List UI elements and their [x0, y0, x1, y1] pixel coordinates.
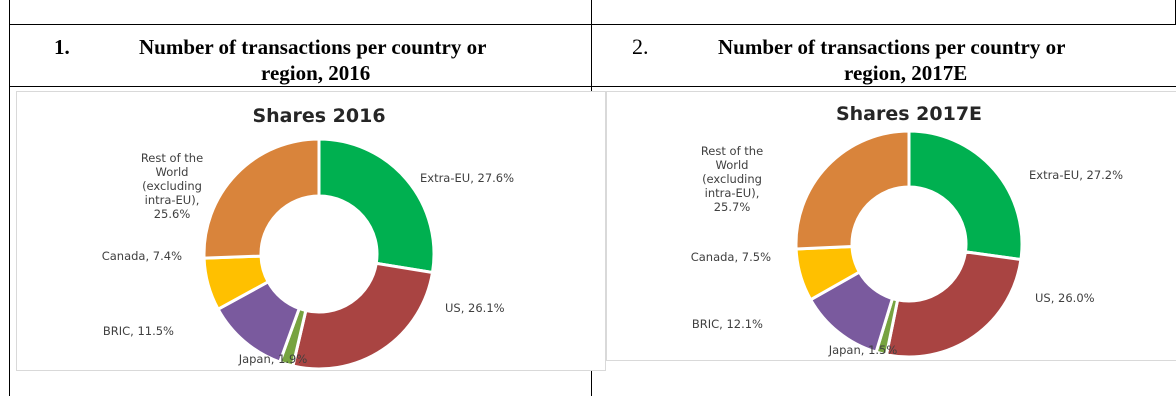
donut-chart-2016: Shares 2016 Extra-EU, 27.6% US, 26.1% Japan… — [102, 105, 514, 370]
data-label-extra-eu: Extra-EU, 27.6% — [420, 171, 514, 185]
data-label-us: US, 26.1% — [445, 301, 505, 315]
panel-number: 2. — [632, 34, 649, 59]
slice-rest-of-the-world-excluding-intra-eu — [202, 137, 321, 260]
data-label-rest-of-the-world-excluding-intra-eu: Rest of the World (excluding intra-EU), 25.6… — [141, 151, 203, 221]
panel-number: 1. — [54, 35, 70, 59]
slice-us — [291, 261, 435, 370]
table-border-top — [9, 24, 1176, 25]
chart-panel-2016: Shares 2016 Extra-EU, 27.6% US, 26.1% Japan… — [16, 91, 606, 371]
data-label-us: US, 26.0% — [1035, 291, 1095, 305]
slice-us — [884, 250, 1023, 359]
panel-heading-2: 2. Number of transactions per country or… — [632, 24, 1172, 86]
data-label-rest-of-the-world-excluding-intra-eu: Rest of the World (excluding intra-EU), 25.7… — [701, 144, 763, 214]
data-label-bric: BRIC, 11.5% — [103, 324, 174, 338]
data-label-japan: Japan, 1.9% — [238, 352, 308, 366]
panel-heading-line1: Number of transactions per country or — [718, 35, 1066, 59]
panel-heading-line2: region, 2016 — [261, 61, 371, 85]
slice-extra-eu — [907, 129, 1024, 262]
table-border-left — [9, 0, 10, 396]
donut-chart-2017e: Shares 2017E Extra-EU, 27.2% US, 26.0% Japa… — [691, 103, 1123, 359]
data-label-extra-eu: Extra-EU, 27.2% — [1029, 168, 1123, 182]
chart-title: Shares 2016 — [252, 105, 385, 127]
slice-extra-eu — [317, 137, 436, 275]
data-label-canada: Canada, 7.4% — [102, 249, 182, 263]
panel-heading-1: 1. Number of transactions per country or… — [54, 24, 584, 86]
panel-heading-line1: Number of transactions per country or — [139, 35, 487, 59]
data-label-japan: Japan, 1.5% — [828, 343, 898, 357]
slice-rest-of-the-world-excluding-intra-eu — [794, 129, 911, 251]
data-label-bric: BRIC, 12.1% — [692, 317, 763, 331]
chart-panel-2017e: Shares 2017E Extra-EU, 27.2% US, 26.0% Japa… — [606, 91, 1176, 361]
chart-title: Shares 2017E — [836, 103, 982, 125]
panel-heading-line2: region, 2017E — [844, 61, 968, 85]
table-border-header — [9, 86, 1176, 87]
data-label-canada: Canada, 7.5% — [691, 250, 771, 264]
